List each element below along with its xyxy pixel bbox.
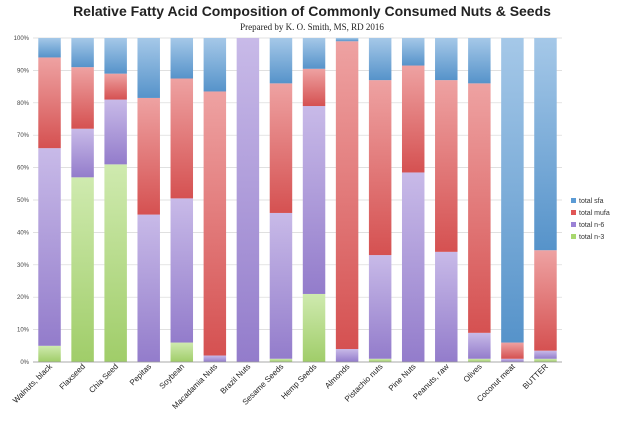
bar-total-sfa-peanuts-raw (435, 38, 458, 81)
bar-total-sfa-chia-seed (104, 38, 127, 74)
bar-total-n-6-flaxseed (71, 128, 94, 178)
x-tick-label: Olives (462, 362, 484, 384)
bar-total-sfa-olives (468, 38, 491, 84)
bar-total-n-3-olives (468, 358, 491, 362)
x-tick-label: Chia Seed (87, 362, 120, 395)
chart-subtitle: Prepared by K. O. Smith, MS, RD 2016 (240, 22, 384, 32)
bar-total-n-3-sesame-seeds (269, 358, 293, 362)
bar-total-mufa-pine-nuts (401, 65, 425, 173)
x-tick-label: Hemp Seeds (279, 362, 318, 401)
bar-total-n-6-pistachio-nuts (368, 255, 392, 359)
x-tick-label: Almonds (323, 362, 351, 390)
bar-total-sfa-flaxseed (71, 38, 94, 68)
y-tick-label: 70% (17, 133, 30, 139)
bar-total-n-3-hemp-seeds (302, 293, 326, 362)
bar-total-mufa-macadamia-nuts (203, 91, 227, 356)
y-tick-label: 60% (17, 166, 30, 172)
bar-total-n-6-hemp-seeds (302, 106, 326, 294)
bar-total-mufa-chia-seed (104, 73, 127, 100)
y-tick-label: 40% (17, 230, 30, 236)
bar-total-n-6-pine-nuts (401, 172, 425, 362)
chart-title: Relative Fatty Acid Composition of Commo… (73, 3, 551, 19)
bar-total-n-6-peanuts-raw (435, 251, 458, 362)
x-tick-label: BUTTER (521, 362, 550, 391)
bar-total-mufa-walnuts-black (38, 57, 61, 149)
y-tick-label: 90% (17, 68, 30, 74)
bar-total-mufa-almonds (335, 41, 359, 350)
legend-swatch-total-mufa (571, 210, 576, 215)
x-tick-label: Peanuts, raw (411, 362, 451, 402)
bar-total-n-6-pepitas (137, 214, 160, 362)
bar-total-sfa-macadamia-nuts (203, 38, 227, 92)
bar-total-mufa-peanuts-raw (435, 80, 458, 252)
bar-total-n-6-brazil-nuts (236, 38, 260, 362)
legend-label-total-mufa: total mufa (579, 210, 610, 217)
y-tick-label: 20% (17, 295, 30, 301)
bar-total-sfa-soybean (170, 38, 194, 79)
y-tick-label: 0% (20, 360, 29, 366)
bar-total-mufa-sesame-seeds (269, 83, 293, 213)
bar-total-n-3-walnuts-black (38, 345, 61, 362)
legend-label-total-n-6: total n-6 (579, 222, 604, 229)
bar-total-mufa-pepitas (137, 97, 160, 215)
bar-total-sfa-coconut-meat (501, 38, 524, 343)
bar-total-n-6-olives (468, 332, 491, 359)
bar-total-n-6-walnuts-black (38, 148, 61, 346)
bar-total-sfa-almonds (335, 38, 359, 42)
x-tick-label: Brazil Nuts (219, 362, 253, 396)
bar-total-n-6-coconut-meat (501, 358, 524, 362)
legend-swatch-total-sfa (571, 198, 576, 203)
x-tick-label: Walnuts, black (11, 361, 55, 405)
bar-total-sfa-butter (534, 38, 557, 251)
bar-total-mufa-soybean (170, 78, 194, 199)
legend-layer: total sfa total mufa total n-6 total n-3 (571, 198, 610, 241)
bar-total-n-3-chia-seed (104, 164, 127, 362)
bar-total-n-6-almonds (335, 349, 359, 362)
legend-label-total-sfa: total sfa (579, 198, 604, 205)
bar-total-mufa-coconut-meat (501, 342, 524, 359)
bar-total-mufa-pistachio-nuts (368, 80, 392, 256)
bar-total-mufa-flaxseed (71, 67, 94, 129)
bar-total-sfa-walnuts-black (38, 38, 61, 58)
bar-total-n-6-chia-seed (104, 99, 127, 165)
y-tick-label: 100% (14, 36, 30, 42)
y-tick-label: 10% (17, 328, 30, 334)
legend-swatch-total-n-6 (571, 222, 576, 227)
bar-total-n-6-soybean (170, 198, 194, 343)
bar-total-mufa-butter (534, 250, 557, 351)
bar-total-mufa-hemp-seeds (302, 68, 326, 107)
x-tick-label: Pepitas (128, 362, 153, 387)
x-tick-label: Pine Nuts (387, 362, 418, 393)
bar-total-sfa-sesame-seeds (269, 38, 293, 84)
bar-total-sfa-pine-nuts (401, 38, 425, 66)
bar-total-n-3-pistachio-nuts (368, 358, 392, 362)
x-tick-label: Soybean (157, 362, 186, 391)
bar-total-n-6-sesame-seeds (269, 212, 293, 359)
x-tick-label: Flaxseed (58, 362, 87, 391)
bar-total-n-3-flaxseed (71, 177, 94, 362)
bar-total-sfa-pistachio-nuts (368, 38, 392, 81)
bar-total-mufa-olives (468, 83, 491, 333)
legend-label-total-n-3: total n-3 (579, 234, 604, 241)
y-tick-label: 50% (17, 198, 30, 204)
legend-swatch-total-n-3 (571, 234, 576, 239)
y-tick-label: 80% (17, 101, 30, 107)
bar-total-n-3-soybean (170, 342, 194, 362)
bar-total-sfa-pepitas (137, 38, 160, 98)
bars-layer (38, 38, 557, 362)
y-tick-label: 30% (17, 263, 30, 269)
bar-total-n-6-butter (534, 350, 557, 359)
bar-total-n-3-butter (534, 358, 557, 362)
bar-total-n-6-macadamia-nuts (203, 355, 227, 362)
bar-total-sfa-hemp-seeds (302, 38, 326, 69)
